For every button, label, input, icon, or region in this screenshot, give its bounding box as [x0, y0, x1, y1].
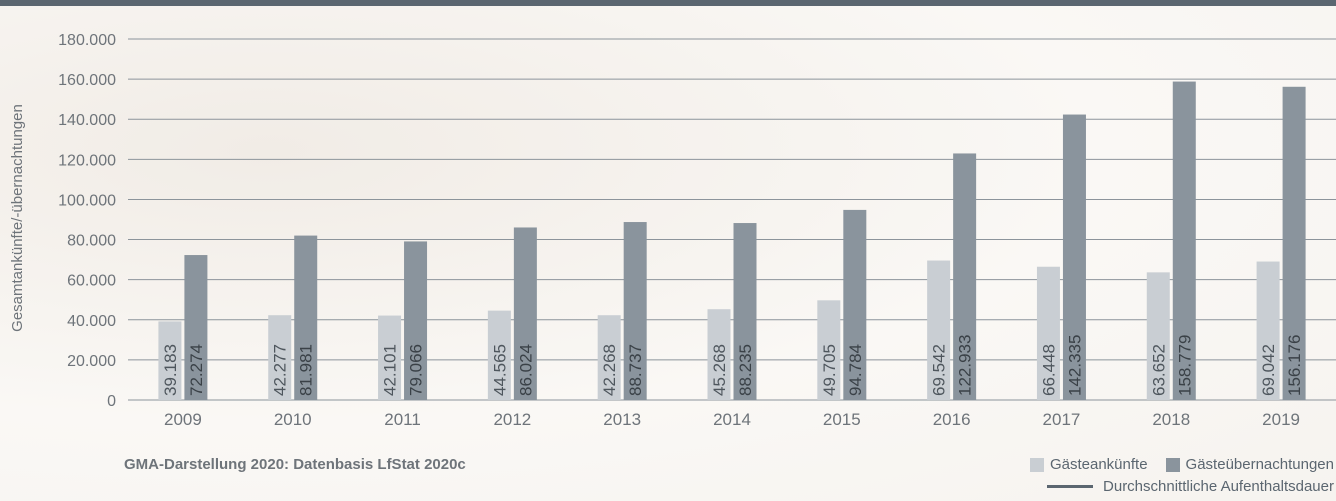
bar-overnights [184, 255, 208, 400]
gridlines [128, 38, 1336, 401]
legend-swatch-arrivals [1029, 457, 1044, 472]
bar-arrivals [1036, 266, 1060, 400]
y-axis-label: Gesamtankünfte/-übernachtungen [9, 104, 26, 332]
bar-arrivals [927, 260, 951, 400]
legend: Gästeankünfte Gästeübernachtungen Durchs… [914, 456, 1334, 496]
y-tick-label: 180.000 [58, 32, 116, 49]
x-tick-label: 2016 [933, 410, 971, 429]
x-tick-label: 2015 [823, 410, 861, 429]
bar-overnights [404, 241, 428, 400]
y-tick-label: 40.000 [67, 313, 116, 330]
x-tick-label: 2017 [1043, 410, 1081, 429]
bar-label-overnights: 158.779 [1175, 335, 1194, 396]
y-tick-labels: 0 20.000 40.000 60.000 80.000 100.000 120.000 1… [58, 32, 116, 410]
x-tick-label: 2018 [1152, 410, 1190, 429]
legend-label-arrivals: Gästeankünfte [1049, 456, 1148, 473]
bar-overnights [1172, 81, 1196, 401]
bar-arrivals [268, 315, 292, 400]
legend-label-duration: Durchschnittliche Aufenthaltsdauer [1103, 478, 1334, 495]
bar-label-arrivals: 44.565 [490, 344, 509, 396]
bar-label-arrivals: 39.183 [161, 344, 180, 396]
bar-overnights [513, 227, 537, 400]
bar-label-overnights: 156.176 [1285, 335, 1304, 396]
x-tick-label: 2014 [713, 410, 751, 429]
bar-label-overnights: 94.784 [846, 344, 865, 396]
y-tick-label: 140.000 [58, 112, 116, 129]
bar-arrivals [1256, 261, 1280, 400]
bar-overnights [843, 209, 867, 400]
chart: 0 20.000 40.000 60.000 80.000 100.000 120.000 1… [9, 32, 1336, 429]
x-tick-labels: 2009 2010 2011 2012 2013 2014 2015 2016 2017 2018… [164, 410, 1300, 429]
bar-label-overnights: 79.066 [407, 344, 426, 396]
bar-label-arrivals: 42.268 [600, 344, 619, 396]
y-tick-label: 120.000 [58, 152, 116, 169]
bar-label-overnights: 72.274 [187, 344, 206, 396]
bar-arrivals [817, 300, 841, 400]
legend-swatch-duration [1047, 485, 1094, 488]
bar-label-overnights: 88.235 [736, 344, 755, 396]
bar-overnights [953, 153, 977, 400]
x-tick-label: 2011 [384, 410, 421, 429]
bar-overnights [1282, 86, 1306, 400]
bar-label-arrivals: 42.101 [381, 344, 400, 396]
y-tick-label: 60.000 [67, 273, 116, 290]
bar-label-overnights: 86.024 [516, 344, 535, 396]
bars [158, 81, 1306, 401]
bar-overnights [1062, 114, 1086, 401]
bar-value-labels: 39.183 72.274 42.277 81.981 42.101 79.066 44.5… [161, 335, 1304, 396]
bar-label-arrivals: 42.277 [271, 344, 290, 396]
bar-label-overnights: 122.933 [956, 335, 975, 396]
bar-arrivals [487, 310, 511, 400]
x-tick-label: 2012 [493, 410, 531, 429]
x-tick-label: 2010 [274, 410, 312, 429]
y-tick-label: 20.000 [67, 353, 116, 370]
x-tick-label: 2013 [603, 410, 641, 429]
bar-arrivals [597, 315, 621, 400]
bar-label-overnights: 142.335 [1065, 335, 1084, 396]
bar-label-arrivals: 69.542 [930, 344, 949, 396]
top-bar [0, 0, 1336, 6]
y-tick-label: 160.000 [58, 72, 116, 89]
bar-arrivals [378, 315, 402, 400]
bar-overnights [733, 223, 757, 400]
x-tick-label: 2019 [1262, 410, 1300, 429]
bar-overnights [294, 235, 318, 400]
legend-swatch-overnights [1165, 457, 1180, 472]
bar-label-arrivals: 63.652 [1149, 344, 1168, 396]
source-note: GMA-Darstellung 2020: Datenbasis LfStat … [124, 456, 466, 473]
bar-arrivals [1146, 272, 1170, 400]
bar-label-arrivals: 49.705 [820, 344, 839, 396]
bar-arrivals [158, 321, 182, 400]
bar-arrivals [707, 309, 731, 400]
bar-label-overnights: 88.737 [626, 344, 645, 396]
legend-label-overnights: Gästeübernachtungen [1185, 456, 1334, 473]
bar-label-arrivals: 69.042 [1259, 344, 1278, 396]
bar-label-overnights: 81.981 [297, 344, 316, 396]
bar-label-arrivals: 66.448 [1039, 344, 1058, 396]
bar-overnights [623, 222, 647, 400]
x-tick-label: 2009 [164, 410, 202, 429]
bar-label-arrivals: 45.268 [710, 344, 729, 396]
y-tick-label: 80.000 [67, 233, 116, 250]
y-tick-label: 0 [107, 393, 116, 410]
y-tick-label: 100.000 [58, 192, 116, 209]
